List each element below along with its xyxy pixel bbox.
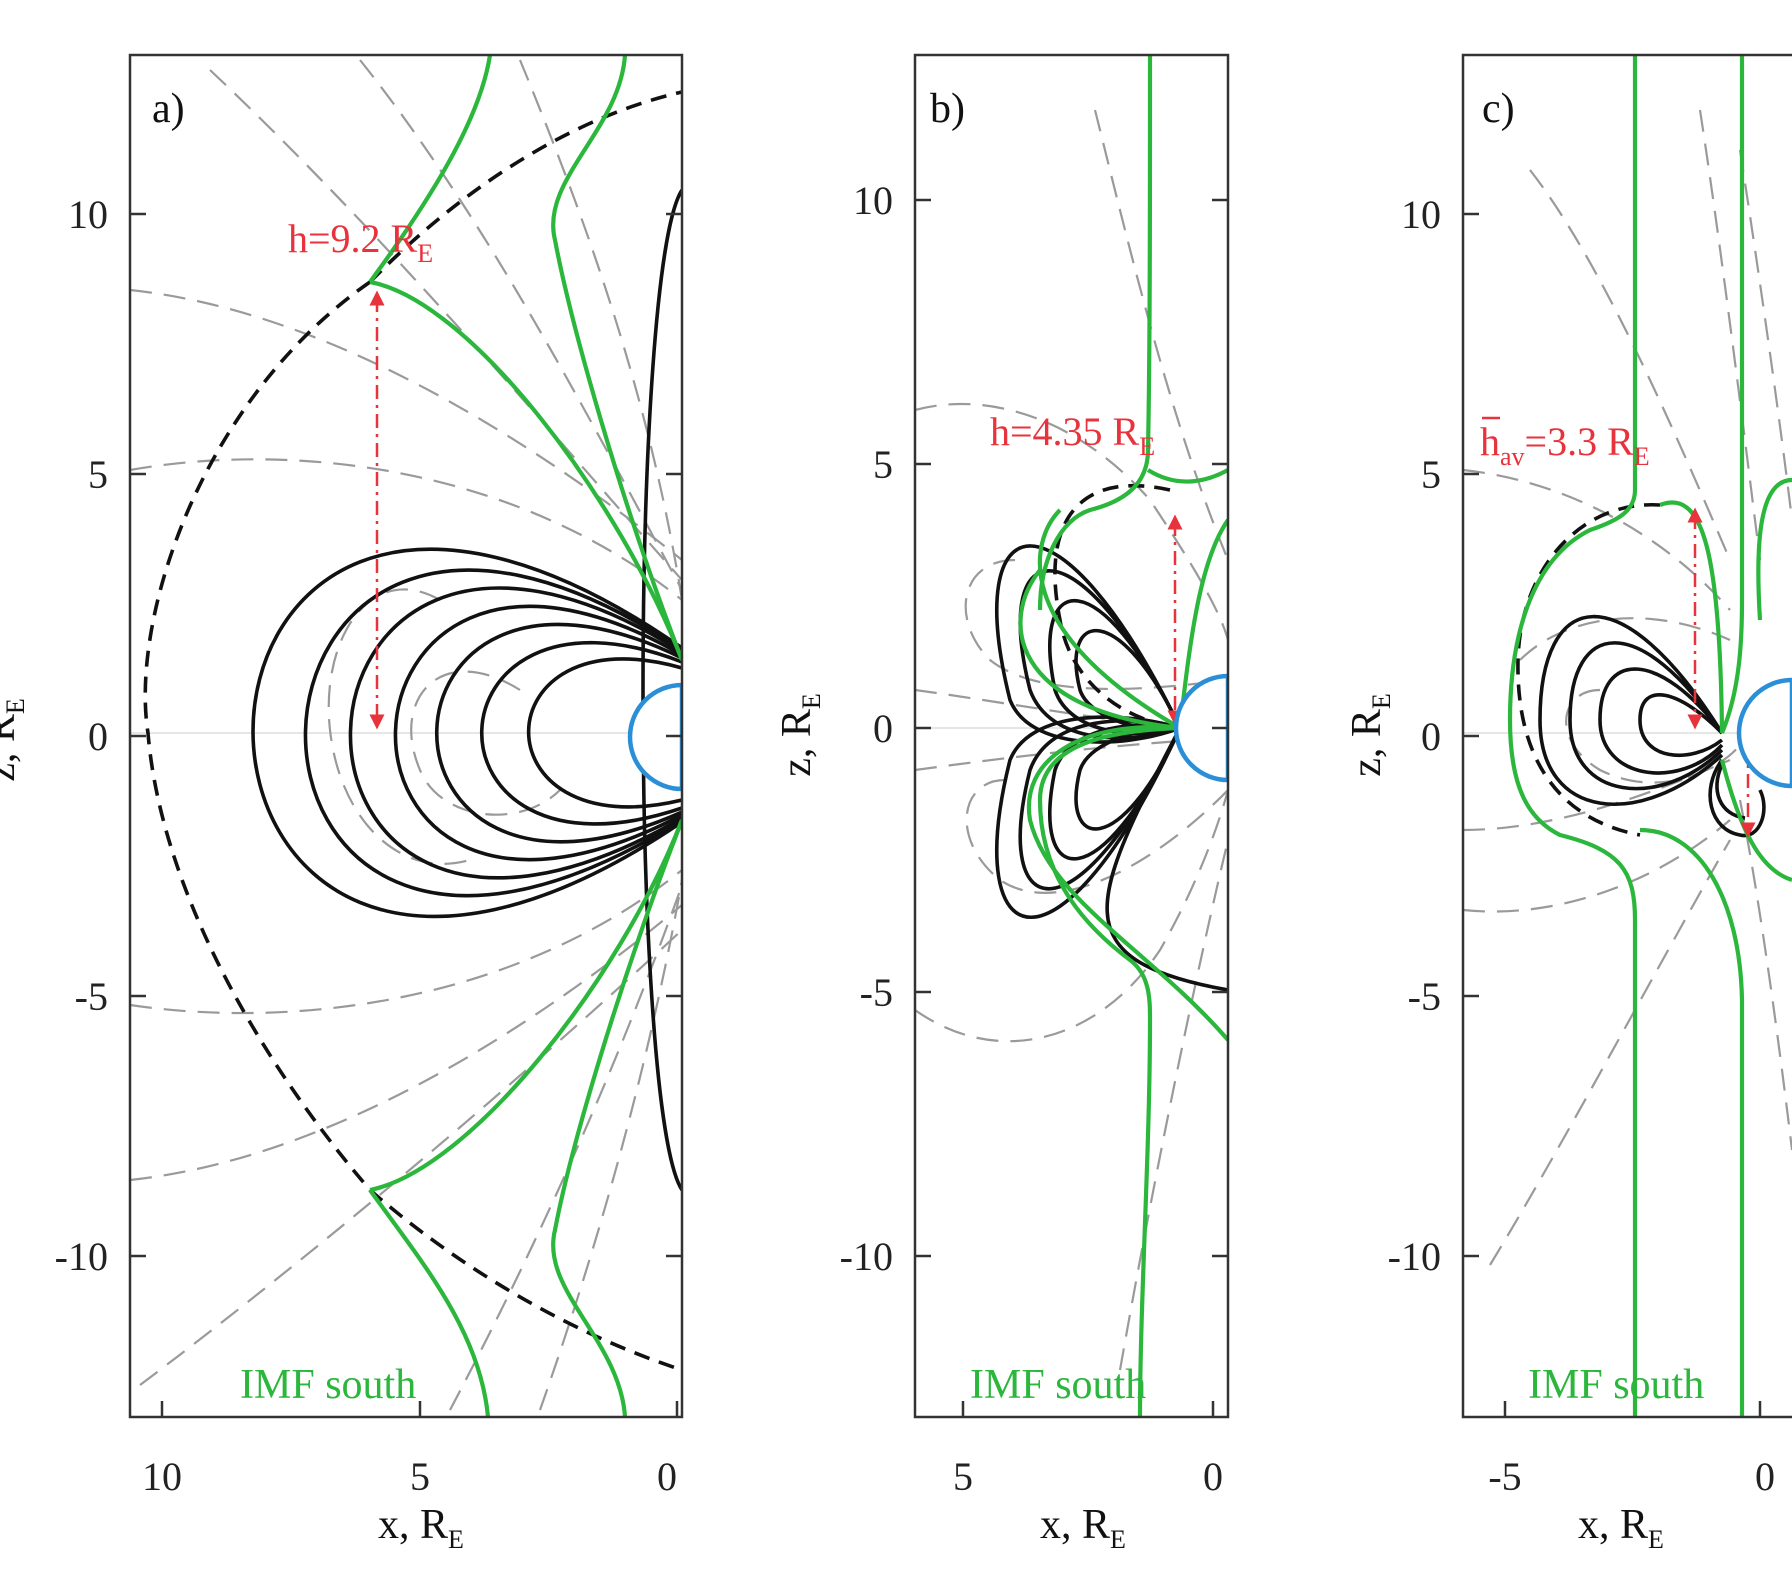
separatrix-dashed-top [368, 90, 682, 284]
separatrix-dashed [1516, 503, 1661, 837]
imf-label: IMF south [970, 1362, 1146, 1408]
height-annotation: h=9.2 RE [288, 216, 433, 268]
closed-field-lines [1538, 614, 1766, 838]
x-axis-label: x, RE [378, 1502, 464, 1554]
imf-label: IMF south [1528, 1362, 1704, 1408]
earth-disk [1736, 677, 1792, 789]
x-tick-label: 0 [657, 1454, 677, 1499]
x-tick-label: 5 [410, 1454, 430, 1499]
y-tick-label: 10 [68, 192, 108, 237]
x-axis-label: x, RE [1578, 1502, 1664, 1554]
earth-disk [1173, 673, 1228, 783]
y-tick-label: 5 [88, 452, 108, 497]
separatrix-dashed [143, 280, 372, 1192]
y-tick-label: 0 [873, 706, 893, 751]
open-field-lines [1018, 55, 1228, 1417]
y-axis-label: z, RE [0, 698, 30, 782]
separatrix-dashed [1053, 484, 1181, 730]
height-annotation: hav=3.3 RE [1480, 419, 1650, 471]
x-tick-label: -5 [1488, 1454, 1521, 1499]
panel-c-plot-area [1463, 55, 1792, 1417]
earth-disk [627, 682, 682, 792]
open-field-lines [1507, 55, 1792, 1417]
equipotential-contours [130, 59, 682, 1411]
y-tick-label: 0 [88, 714, 108, 759]
y-tick-label: 5 [873, 442, 893, 487]
panel-c-y-ticks [1463, 212, 1762, 1417]
y-tick-label: 0 [1421, 714, 1441, 759]
y-axis-label: z, RE [1344, 693, 1396, 777]
y-tick-label: -10 [55, 1234, 108, 1279]
x-tick-label: 10 [142, 1454, 182, 1499]
y-tick-label: -5 [75, 974, 108, 1019]
panel-a-y-ticks [130, 212, 682, 1417]
y-tick-label: 10 [1401, 192, 1441, 237]
height-annotation: h=4.35 RE [990, 409, 1155, 461]
y-tick-label: -5 [1408, 974, 1441, 1019]
panel-b: 10 5 0 -5 -10 5 0 x, RE z, RE b) h=4.35 … [774, 53, 1230, 1554]
y-tick-label: -5 [860, 970, 893, 1015]
y-tick-label: -10 [1388, 1234, 1441, 1279]
separatrix-dashed-bottom [368, 1188, 682, 1372]
panel-label: b) [930, 86, 965, 132]
y-axis-label: z, RE [774, 693, 826, 777]
x-tick-label: 0 [1755, 1454, 1775, 1499]
y-tick-label: 10 [853, 178, 893, 223]
panel-b-frame [913, 53, 1230, 1419]
x-tick-label: 0 [1203, 1454, 1223, 1499]
panel-c: 10 5 0 -5 -10 -5 0 x, RE z, RE c) hav=3.… [1344, 53, 1792, 1554]
panel-b-plot-area [915, 55, 1228, 1417]
y-tick-label: 5 [1421, 452, 1441, 497]
panel-b-y-ticks [915, 198, 1228, 1417]
panel-a-plot-area [130, 55, 682, 1417]
y-tick-label: -10 [840, 1234, 893, 1279]
x-axis-label: x, RE [1040, 1502, 1126, 1554]
imf-label: IMF south [240, 1362, 416, 1408]
panel-label: c) [1482, 86, 1515, 132]
open-field-lines [368, 55, 682, 1417]
x-tick-label: 5 [953, 1454, 973, 1499]
closed-field-lines [251, 189, 682, 1191]
panel-label: a) [152, 86, 185, 132]
panel-a: 10 5 0 -5 -10 10 5 0 x, RE z, RE a) h=9.… [0, 53, 684, 1554]
